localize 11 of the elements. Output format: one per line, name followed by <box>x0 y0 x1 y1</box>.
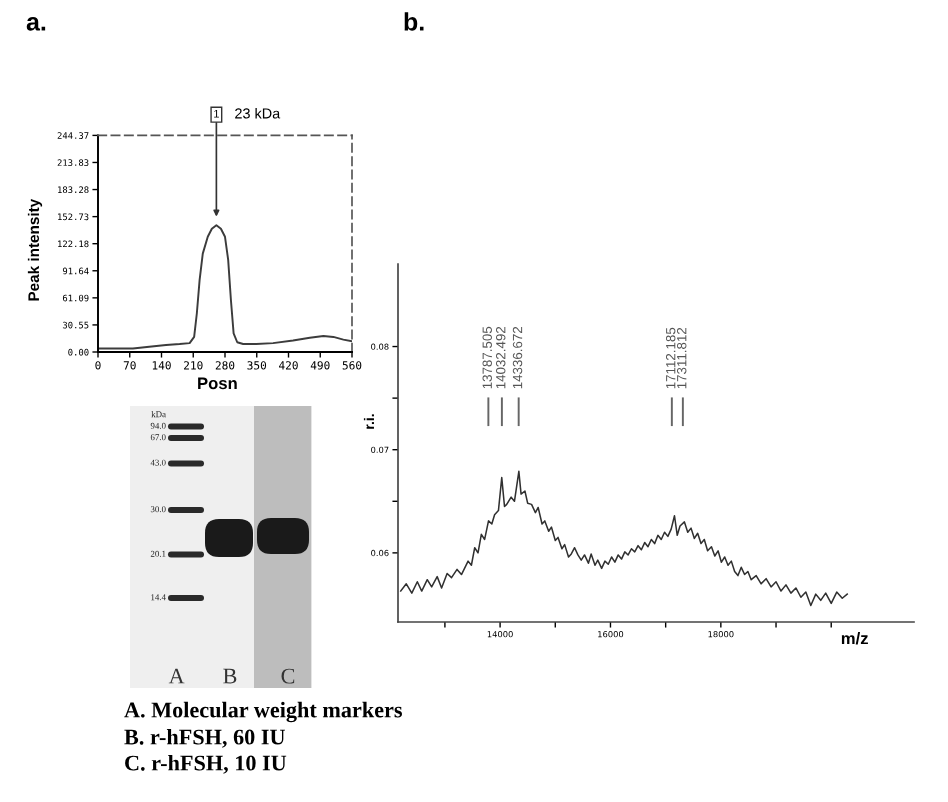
line-series <box>399 470 848 607</box>
text: A. Molecular weight markers <box>124 701 403 723</box>
text: C <box>281 668 295 684</box>
text: B <box>223 668 237 684</box>
text: C. r-hFSH, 10 IU <box>125 754 287 774</box>
chart-title: b. <box>404 12 424 31</box>
text: B. r-hFSH, 60 IU <box>124 728 285 748</box>
x-axis-title: m/z <box>841 632 868 645</box>
text: A <box>168 668 185 684</box>
chart-title: a. <box>26 17 46 31</box>
x-axis-title: Posn <box>198 377 237 390</box>
